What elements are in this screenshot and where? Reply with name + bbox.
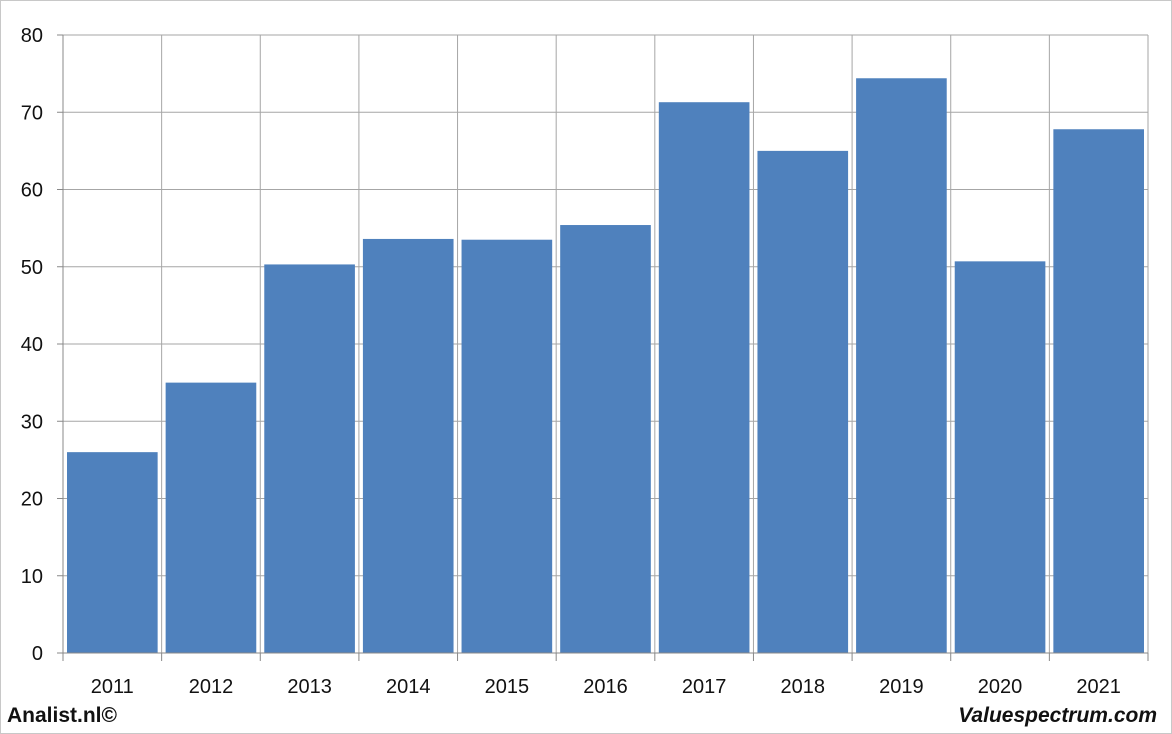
bar-2019 <box>856 78 947 653</box>
y-tick-label: 40 <box>21 334 43 356</box>
bar-2012 <box>165 382 257 653</box>
y-tick-label: 50 <box>21 257 43 279</box>
bar-layer <box>67 78 1144 653</box>
x-tick-label: 2012 <box>189 676 234 698</box>
x-tick-label: 2011 <box>91 676 134 698</box>
bar-2011 <box>67 452 158 653</box>
x-tick-label: 2021 <box>1076 676 1121 698</box>
y-tick-label: 60 <box>21 180 43 202</box>
bar-2020 <box>954 261 1046 653</box>
bar-2013 <box>264 264 355 653</box>
y-tick-label: 20 <box>21 489 43 511</box>
x-tick-label: 2018 <box>781 676 826 698</box>
x-tick-label: 2019 <box>879 676 924 698</box>
x-tick-label: 2020 <box>978 676 1023 698</box>
bar-2016 <box>560 225 651 653</box>
x-tick-label: 2017 <box>682 676 727 698</box>
bar-2021 <box>1053 129 1144 653</box>
y-tick-label: 30 <box>21 411 43 433</box>
source-watermark-left: Analist.nl© <box>7 704 117 727</box>
x-tick-label: 2016 <box>583 676 628 698</box>
bar-2018 <box>757 150 849 653</box>
x-tick-label: 2015 <box>485 676 530 698</box>
bar-chart: 0 10 20 30 40 50 60 70 80 2011 2012 2013 2014 2015 201… <box>21 25 1149 698</box>
source-watermark-right: Valuespectrum.com <box>958 704 1157 727</box>
x-tick-label: 2014 <box>386 676 431 698</box>
y-tick-label: 10 <box>21 566 43 588</box>
bar-2014 <box>362 238 454 653</box>
bar-2015 <box>461 239 553 653</box>
x-tick-label: 2013 <box>287 676 332 698</box>
axis-layer <box>57 34 1149 661</box>
y-tick-label: 80 <box>21 25 43 47</box>
bar-2017 <box>658 102 750 653</box>
label-layer: 0 10 20 30 40 50 60 70 80 2011 2012 2013 2014 2015 201… <box>21 25 1121 698</box>
y-tick-label: 0 <box>32 643 43 665</box>
y-tick-label: 70 <box>21 102 43 124</box>
